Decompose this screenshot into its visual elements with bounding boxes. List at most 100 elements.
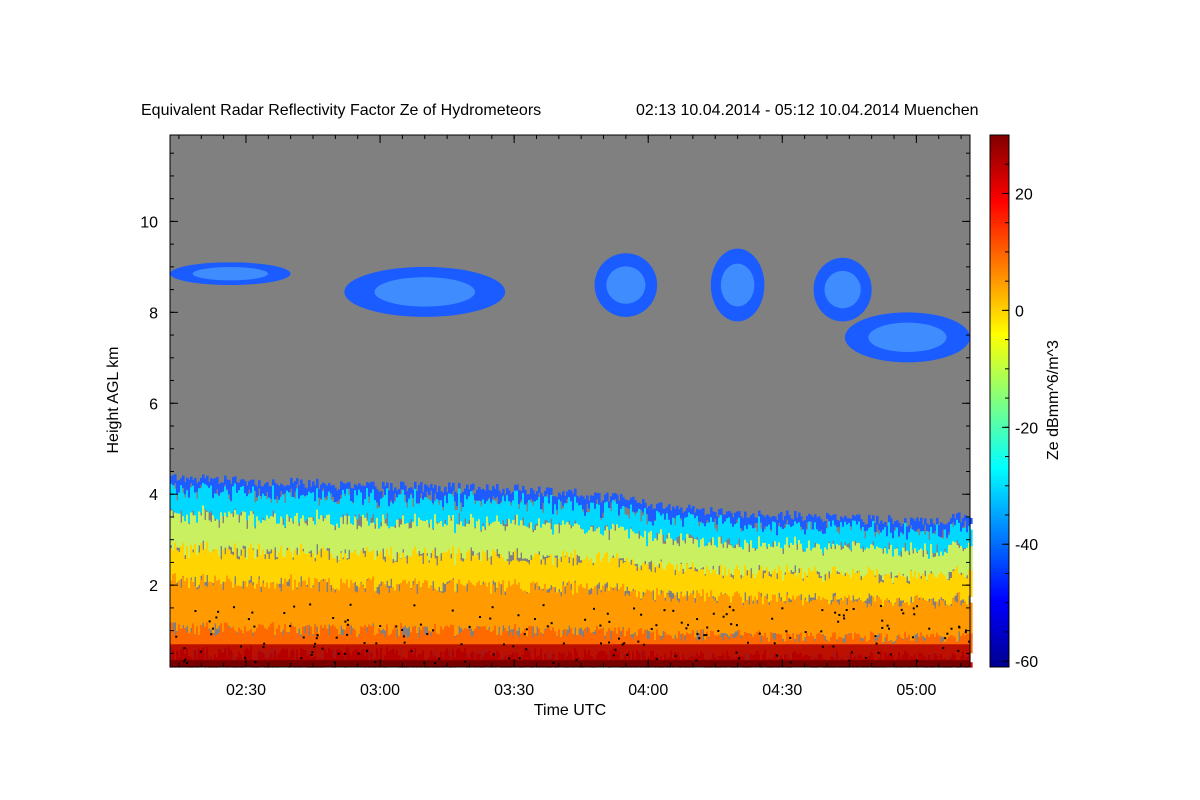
reflectivity-cell <box>384 561 387 594</box>
reflectivity-cell <box>320 484 323 499</box>
reflectivity-cell <box>582 587 585 631</box>
reflectivity-cell <box>554 496 557 508</box>
reflectivity-cell <box>378 594 381 640</box>
reflectivity-cell <box>868 548 871 577</box>
cloud-base-point <box>832 645 835 648</box>
reflectivity-cell <box>686 563 689 592</box>
reflectivity-cell <box>440 500 443 524</box>
reflectivity-cell <box>532 490 535 501</box>
reflectivity-cell <box>642 499 645 513</box>
reflectivity-cell <box>386 587 389 635</box>
reflectivity-cell <box>172 574 175 623</box>
reflectivity-cell <box>270 582 273 629</box>
reflectivity-cell <box>934 556 937 583</box>
reflectivity-cell <box>340 578 343 626</box>
reflectivity-cell <box>942 538 945 558</box>
reflectivity-cell <box>442 526 445 559</box>
cloud-base-point <box>722 615 725 618</box>
reflectivity-cell <box>252 514 255 549</box>
reflectivity-cell <box>348 494 351 520</box>
reflectivity-cell <box>502 496 505 521</box>
reflectivity-cell <box>952 527 955 548</box>
reflectivity-cell <box>414 488 417 514</box>
reflectivity-cell <box>232 555 235 589</box>
reflectivity-cell <box>408 488 411 502</box>
reflectivity-cell <box>858 521 861 542</box>
reflectivity-cell <box>552 564 555 595</box>
reflectivity-cell <box>818 632 821 653</box>
reflectivity-cell <box>392 587 395 632</box>
reflectivity-cell <box>900 606 903 643</box>
reflectivity-cell <box>572 526 575 558</box>
reflectivity-cell <box>936 577 939 604</box>
reflectivity-cell <box>594 508 597 533</box>
reflectivity-cell <box>244 557 247 590</box>
cloud-base-point <box>735 624 738 627</box>
reflectivity-cell <box>468 489 471 501</box>
reflectivity-cell <box>816 517 819 531</box>
reflectivity-cell <box>672 517 675 540</box>
reflectivity-cell <box>404 557 407 590</box>
reflectivity-cell <box>536 525 539 558</box>
reflectivity-cell <box>396 519 399 553</box>
reflectivity-cell <box>664 600 667 641</box>
reflectivity-cell <box>362 627 365 652</box>
reflectivity-cell <box>452 546 455 579</box>
reflectivity-cell <box>824 598 827 636</box>
reflectivity-cell <box>202 574 205 623</box>
reflectivity-cell <box>214 549 217 582</box>
reflectivity-cell <box>822 533 825 554</box>
reflectivity-cell <box>688 595 691 638</box>
reflectivity-cell <box>296 554 299 588</box>
cloud-base-point <box>735 651 738 654</box>
reflectivity-cell <box>804 599 807 638</box>
reflectivity-cell <box>618 500 621 516</box>
reflectivity-cell <box>514 624 517 649</box>
reflectivity-cell <box>568 524 571 558</box>
reflectivity-cell <box>424 548 427 581</box>
reflectivity-cell <box>642 537 645 569</box>
reflectivity-cell <box>270 486 273 499</box>
cloud-base-point <box>758 632 761 635</box>
reflectivity-cell <box>792 574 795 600</box>
reflectivity-cell <box>218 579 221 626</box>
reflectivity-cell <box>902 602 905 639</box>
reflectivity-cell <box>174 573 177 623</box>
reflectivity-cell <box>546 592 549 639</box>
reflectivity-cell <box>964 549 967 577</box>
reflectivity-cell <box>524 628 527 652</box>
reflectivity-cell <box>772 594 775 633</box>
reflectivity-cell <box>268 518 271 552</box>
reflectivity-cell <box>730 523 733 545</box>
reflectivity-cell <box>606 492 609 503</box>
reflectivity-cell <box>870 518 873 529</box>
reflectivity-cell <box>346 488 349 514</box>
reflectivity-cell <box>712 521 715 543</box>
reflectivity-cell <box>390 587 393 635</box>
reflectivity-cell <box>560 509 563 533</box>
reflectivity-cell <box>294 550 297 583</box>
reflectivity-cell <box>196 498 199 524</box>
reflectivity-cell <box>848 548 851 577</box>
reflectivity-cell <box>656 565 659 595</box>
reflectivity-cell <box>340 517 343 552</box>
reflectivity-cell <box>362 514 365 549</box>
reflectivity-cell <box>522 631 525 656</box>
reflectivity-cell <box>628 500 631 509</box>
reflectivity-cell <box>862 526 865 547</box>
reflectivity-cell <box>438 522 441 556</box>
reflectivity-cell <box>474 585 477 630</box>
reflectivity-cell <box>318 488 321 498</box>
reflectivity-cell <box>256 516 259 550</box>
reflectivity-cell <box>726 511 729 519</box>
reflectivity-cell <box>240 586 243 634</box>
reflectivity-cell <box>576 495 579 509</box>
reflectivity-cell <box>336 523 339 556</box>
reflectivity-cell <box>928 524 931 532</box>
reflectivity-cell <box>270 623 273 648</box>
cloud-base-point <box>821 609 824 612</box>
reflectivity-cell <box>968 516 971 534</box>
reflectivity-cell <box>588 530 591 561</box>
reflectivity-cell <box>356 529 359 563</box>
reflectivity-cell <box>550 494 553 519</box>
